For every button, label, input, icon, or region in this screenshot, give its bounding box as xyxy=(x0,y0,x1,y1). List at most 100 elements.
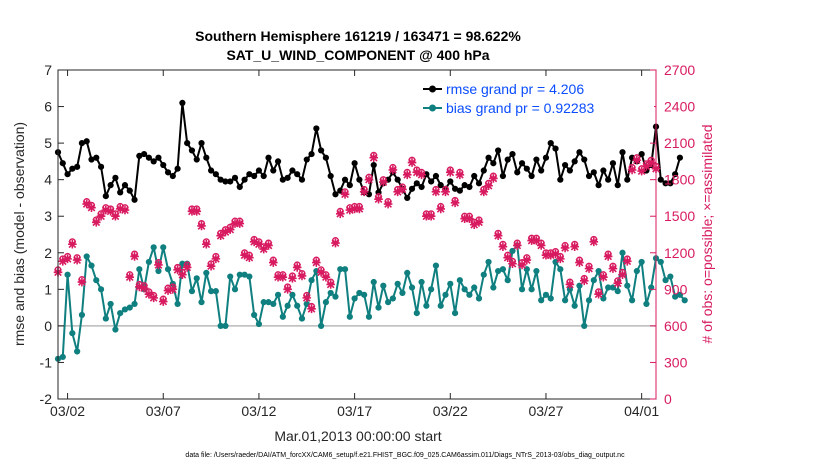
obs-assimilated-point xyxy=(537,241,546,250)
bias-point xyxy=(619,250,625,256)
obs-assimilated-point xyxy=(494,231,503,240)
rmse-point xyxy=(572,158,578,164)
footnote: data file: /Users/raeder/DAI/ATM_forcXX/… xyxy=(185,452,625,459)
obs-assimilated-point xyxy=(68,240,77,249)
rmse-point xyxy=(155,155,161,161)
obs-assimilated-point xyxy=(389,166,398,175)
legend-rmse-marker xyxy=(429,86,436,93)
rmse-point xyxy=(64,171,70,177)
bias-point xyxy=(399,290,405,296)
chart-subtitle: SAT_U_WIND_COMPONENT @ 400 hPa xyxy=(226,47,489,63)
bias-point xyxy=(591,277,597,283)
bias-point xyxy=(64,272,70,278)
bias-point xyxy=(658,259,664,265)
rmse-point xyxy=(74,164,80,170)
bias-point xyxy=(84,253,90,259)
obs-assimilated-point xyxy=(307,305,316,314)
rmse-point xyxy=(595,182,601,188)
bias-point xyxy=(428,286,434,292)
obs-assimilated-point xyxy=(436,205,445,214)
rmse-point xyxy=(404,195,410,201)
bias-point xyxy=(88,262,94,268)
obs-assimilated-point xyxy=(609,264,618,273)
rmse-point xyxy=(261,173,267,179)
obs-assimilated-point xyxy=(566,280,575,289)
obs-assimilated-point xyxy=(279,273,288,282)
rmse-point xyxy=(485,155,491,161)
bias-point xyxy=(485,259,491,265)
obs-assimilated-point xyxy=(484,181,493,190)
obs-assimilated-point xyxy=(441,188,450,197)
left-tick-label: 4 xyxy=(44,172,52,188)
rmse-point xyxy=(60,160,66,166)
bias-point xyxy=(352,295,358,301)
rmse-point xyxy=(567,167,573,173)
bias-point xyxy=(318,323,324,329)
right-tick-label: 1800 xyxy=(664,172,695,188)
obs-assimilated-point xyxy=(403,170,412,179)
bias-point xyxy=(146,259,152,265)
obs-assimilated-point xyxy=(513,241,522,250)
obs-assimilated-point xyxy=(508,259,517,268)
bias-point xyxy=(294,303,300,309)
left-tick-label: 7 xyxy=(44,62,52,78)
bias-point xyxy=(562,297,568,303)
right-tick-label: 600 xyxy=(664,318,688,334)
obs-assimilated-point xyxy=(92,218,101,227)
obs-assimilated-point xyxy=(73,256,82,265)
rmse-point xyxy=(117,189,123,195)
bias-point xyxy=(60,354,66,360)
y-axis-label-right: # of obs: o=possible; ×=assimilated xyxy=(699,124,715,343)
bias-point xyxy=(533,268,539,274)
obs-assimilated-point xyxy=(503,253,512,262)
rmse-point xyxy=(160,162,166,168)
bias-point xyxy=(500,266,506,272)
obs-assimilated-point xyxy=(355,205,364,214)
obs-assimilated-point xyxy=(623,257,632,266)
rmse-point xyxy=(203,155,209,161)
bias-point xyxy=(466,292,472,298)
right-tick-label: 900 xyxy=(664,281,688,297)
obs-assimilated-point xyxy=(384,200,393,209)
obs-assimilated-point xyxy=(446,168,455,177)
right-tick-label: 2100 xyxy=(664,135,695,151)
rmse-point xyxy=(619,149,625,155)
bias-point xyxy=(93,277,99,283)
obs-assimilated-point xyxy=(613,279,622,288)
bias-point xyxy=(246,273,252,279)
bias-point xyxy=(227,273,233,279)
bias-point xyxy=(361,292,367,298)
bias-point xyxy=(557,266,563,272)
obs-assimilated-point xyxy=(154,261,163,270)
rmse-point xyxy=(557,177,563,183)
obs-assimilated-point xyxy=(312,258,321,267)
bias-point xyxy=(629,297,635,303)
bias-point xyxy=(639,259,645,265)
rmse-point xyxy=(610,160,616,166)
obs-assimilated-point xyxy=(451,199,460,208)
rmse-point xyxy=(524,166,530,172)
bias-point xyxy=(112,326,118,332)
obs-assimilated-point xyxy=(121,206,130,215)
obs-assimilated-point xyxy=(647,158,656,167)
rmse-point xyxy=(418,184,424,190)
bias-point xyxy=(270,301,276,307)
rmse-point xyxy=(562,162,568,168)
obs-assimilated-point xyxy=(331,239,340,248)
y-axis-label-left: rmse and bias (model - observation) xyxy=(11,122,27,346)
obs-assimilated-point xyxy=(580,277,589,286)
bias-point xyxy=(581,323,587,329)
obs-assimilated-point xyxy=(594,290,603,299)
rmse-point xyxy=(194,156,200,162)
bias-point xyxy=(380,283,386,289)
obs-assimilated-point xyxy=(111,212,120,221)
bias-point xyxy=(519,286,525,292)
bias-point xyxy=(308,277,314,283)
obs-assimilated-point xyxy=(169,285,178,294)
obs-assimilated-point xyxy=(298,272,307,281)
bias-point xyxy=(299,315,305,321)
bias-point xyxy=(103,315,109,321)
bias-point xyxy=(98,286,104,292)
obs-assimilated-point xyxy=(398,185,407,194)
rmse-point xyxy=(237,184,243,190)
